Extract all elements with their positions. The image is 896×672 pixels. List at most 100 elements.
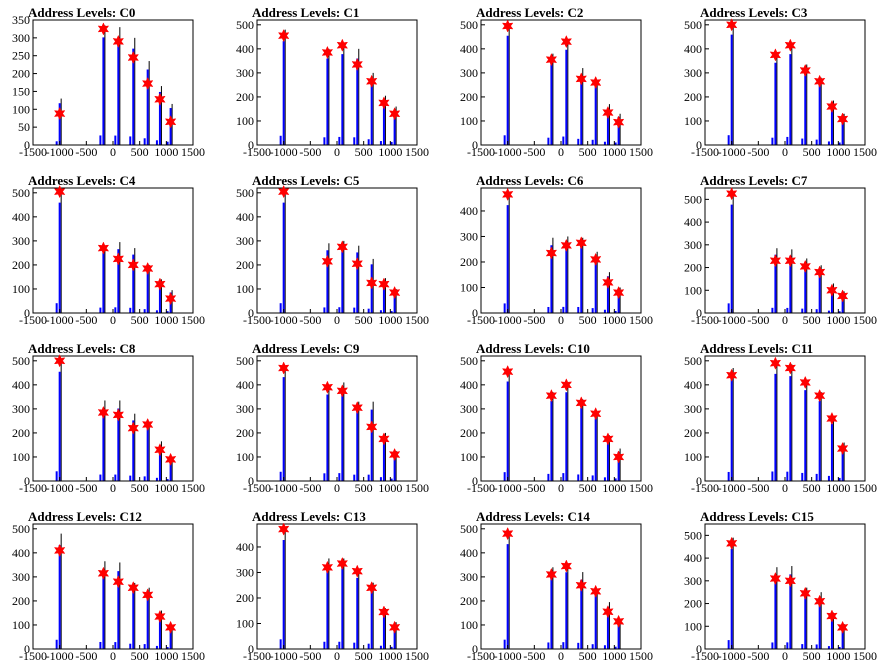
x-tick-label: 1000 <box>378 481 402 495</box>
peak-star-marker <box>164 291 177 306</box>
x-tick-label: 0 <box>558 313 564 327</box>
peak-star-marker <box>769 254 782 268</box>
y-tick-label: 300 <box>12 570 30 584</box>
chart-svg-11: Address Levels: C11 -1500-1000 -500 0 500 100… <box>684 341 877 495</box>
x-tick-label: -1500 <box>467 649 495 663</box>
histogram-bars <box>55 359 173 481</box>
y-tick-label: 50 <box>18 120 30 134</box>
chart-svg-2: Address Levels: C2-1500-1000 -500 0 500 1000… <box>460 5 653 159</box>
y-tick-label: 100 <box>12 450 30 464</box>
x-tick-label: 1500 <box>181 145 205 159</box>
x-tick-label: -1500 <box>467 313 495 327</box>
y-tick-label: 0 <box>248 138 254 152</box>
y-tick-label: 500 <box>460 354 478 368</box>
x-tick-label: 500 <box>803 145 821 159</box>
y-tick-label: 500 <box>684 18 702 32</box>
x-tick-label: 1000 <box>826 481 850 495</box>
chart-title: Address Levels: C12 <box>28 509 142 524</box>
y-tick-label: 200 <box>684 426 702 440</box>
peak-star-marker <box>784 38 797 52</box>
x-tick-label: -1000 <box>718 481 746 495</box>
chart-panel-13: Address Levels: C13 -1500 -1000 -500 0 500 100… <box>224 504 448 672</box>
peak-star-marker <box>351 401 363 415</box>
y-tick-label: 0 <box>696 474 702 488</box>
y-tick-label: 200 <box>12 67 30 81</box>
histogram-bars <box>279 190 397 313</box>
x-tick-label: 0 <box>110 145 116 159</box>
x-tick-label: -1500 <box>19 481 47 495</box>
histogram-bars <box>727 22 845 145</box>
x-tick-label: 1500 <box>853 649 877 663</box>
x-tick-label: 500 <box>355 481 373 495</box>
peak-star-marker <box>501 19 514 33</box>
chart-svg-3: Address Levels: C3-1500-1000 -500 0 500 1000… <box>684 5 877 159</box>
y-tick-label: 100 <box>460 114 478 128</box>
peak-star-marker <box>388 447 401 462</box>
chart-title: Address Levels: C5 <box>252 173 360 188</box>
x-tick-label: -1000 <box>46 313 74 327</box>
x-tick-label: -1000 <box>46 145 74 159</box>
plot-frame <box>480 523 642 650</box>
peak-star-marker <box>97 405 110 420</box>
histogram-bars <box>279 365 397 481</box>
x-tick-label: 0 <box>110 313 116 327</box>
x-tick-label: 500 <box>579 649 597 663</box>
y-tick-label: 200 <box>684 597 702 611</box>
peak-star-marker <box>813 74 826 88</box>
peak-star-marker <box>589 584 602 598</box>
x-tick-label: 1500 <box>405 649 429 663</box>
x-tick-label: -1500 <box>243 145 271 159</box>
x-tick-label: 0 <box>334 313 340 327</box>
peak-star-marker <box>164 115 177 129</box>
y-tick-label: 400 <box>236 42 254 56</box>
x-tick-label: -1000 <box>46 481 74 495</box>
y-tick-label: 500 <box>236 18 254 32</box>
y-tick-label: 300 <box>684 574 702 588</box>
peak-star-marker <box>612 285 625 300</box>
x-tick-label: -1000 <box>270 481 298 495</box>
chart-svg-15: Address Levels: C15 -1500-1000 -500 0 500 100… <box>684 509 877 663</box>
x-tick-label: 0 <box>782 145 788 159</box>
peak-star-marker <box>378 96 390 110</box>
peak-star-marker <box>365 276 378 290</box>
peak-star-marker <box>545 389 558 403</box>
chart-svg-4: Address Levels: C4-1500-1000 -500 0 500 1000… <box>12 173 205 327</box>
y-tick-label: 400 <box>236 378 254 392</box>
peak-star-marker <box>612 450 625 464</box>
y-tick-label: 0 <box>472 474 478 488</box>
x-tick-label: -500 <box>747 649 769 663</box>
peak-star-marker <box>799 63 811 78</box>
peak-star-marker <box>602 432 614 446</box>
x-tick-label: -500 <box>747 145 769 159</box>
chart-svg-5: Address Levels: C5-1500-1000 -500 0 500 1000… <box>236 173 429 327</box>
peak-star-marker <box>799 586 811 600</box>
peak-star-marker <box>378 605 390 619</box>
chart-title: Address Levels: C9 <box>252 341 360 356</box>
y-tick-label: 400 <box>460 546 478 560</box>
y-tick-label: 400 <box>236 210 254 224</box>
y-tick-label: 300 <box>460 402 478 416</box>
chart-svg-8: Address Levels: C8-1500-1000 -500 0 500 1000… <box>12 341 205 495</box>
peak-star-marker <box>612 115 625 129</box>
x-tick-label: -500 <box>523 481 545 495</box>
x-tick-label: 500 <box>131 145 149 159</box>
x-tick-label: -500 <box>75 313 97 327</box>
chart-panel-6: Address Levels: C6 -1500 -1000 -500 0 500 1000… <box>448 168 672 336</box>
y-tick-label: 300 <box>684 402 702 416</box>
histogram-bars <box>503 23 621 145</box>
peak-star-marker <box>725 18 738 32</box>
y-tick-label: 300 <box>684 66 702 80</box>
x-tick-label: -1000 <box>494 649 522 663</box>
peak-star-marker <box>545 246 558 260</box>
y-tick-label: 400 <box>460 42 478 56</box>
x-tick-label: 500 <box>579 145 597 159</box>
x-tick-label: 1500 <box>181 481 205 495</box>
y-tick-label: 500 <box>12 522 30 536</box>
x-tick-label: 1000 <box>826 313 850 327</box>
chart-title: Address Levels: C2 <box>476 5 583 20</box>
plot-frame <box>256 19 418 146</box>
x-tick-label: -1000 <box>270 313 298 327</box>
x-tick-label: -500 <box>75 481 97 495</box>
x-tick-label: 500 <box>579 481 597 495</box>
x-tick-label: 500 <box>355 145 373 159</box>
